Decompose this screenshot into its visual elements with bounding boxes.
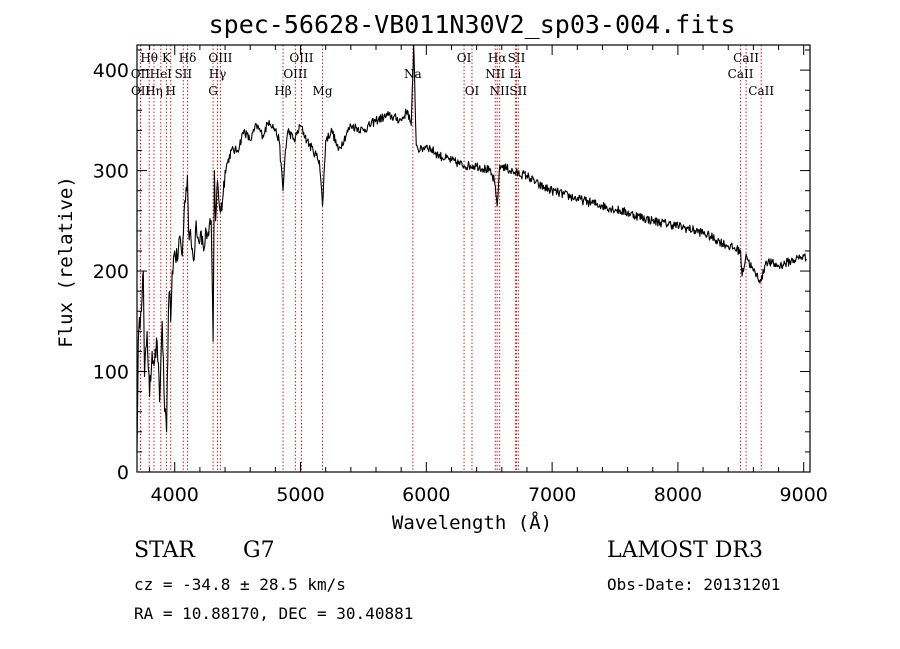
line-marker-label: Hη: [145, 84, 163, 98]
y-tick-label: 200: [93, 261, 129, 283]
line-marker-label: CaII: [748, 84, 774, 98]
line-marker-label: OI: [465, 84, 480, 98]
spectrum-line: [136, 44, 807, 452]
line-marker-label: Mg: [313, 84, 333, 98]
observation-date: Obs-Date: 20131201: [607, 575, 781, 594]
line-marker-label: CaII: [733, 51, 759, 65]
y-tick-label: 300: [93, 161, 129, 183]
object-subclass: G7: [243, 538, 275, 563]
line-marker-label: NII: [485, 67, 505, 81]
line-marker-label: Hδ: [179, 51, 197, 65]
y-tick-label: 400: [93, 60, 129, 82]
y-tick-label: 0: [117, 462, 129, 484]
x-tick-label: 4000: [151, 484, 199, 506]
y-tick-label: 100: [93, 362, 129, 384]
survey-name: LAMOST DR3: [607, 538, 763, 563]
line-marker-label: NII: [490, 84, 510, 98]
line-marker-label: CaII: [728, 67, 754, 81]
line-marker-label: SII: [509, 84, 527, 98]
x-tick-label: 5000: [276, 484, 324, 506]
line-marker-label: OIII: [208, 51, 232, 65]
line-marker-label: H: [165, 84, 175, 98]
coordinates: RA = 10.88170, DEC = 30.40881: [134, 604, 414, 623]
series-layer: [136, 44, 807, 452]
line-marker-label: Hα: [488, 51, 507, 65]
x-tick-label: 9000: [780, 484, 828, 506]
line-marker-label: Hγ: [209, 67, 227, 81]
x-tick-label: 6000: [402, 484, 450, 506]
line-marker-label: HeI: [150, 67, 173, 81]
chart-title: spec-56628-VB011N30V2_sp03-004.fits: [209, 10, 736, 39]
axis-ticks: 4000 5000 6000 7000 8000 9000 0 100 200 300 400: [93, 45, 828, 506]
line-marker-label: G: [208, 84, 218, 98]
y-axis-label: Flux (relative): [55, 176, 77, 348]
line-marker-label: Li: [509, 67, 521, 81]
line-marker-label: OII: [131, 84, 151, 98]
line-marker-label: SII: [174, 67, 192, 81]
x-tick-label: 8000: [654, 484, 702, 506]
object-class: STAR: [134, 538, 195, 563]
line-marker-label: Hβ: [274, 84, 291, 98]
line-marker-label: OIII: [283, 67, 307, 81]
line-marker-label: OI: [457, 51, 472, 65]
x-axis-label: Wavelength (Å): [392, 511, 552, 534]
redshift-info: cz = -34.8 ± 28.5 km/s: [134, 575, 346, 594]
plot-frame: [136, 44, 811, 473]
line-marker-label: SII: [508, 51, 526, 65]
line-marker-label: OIII: [289, 51, 313, 65]
line-marker-label: Hθ: [140, 51, 158, 65]
line-marker-label: K: [162, 51, 172, 65]
x-tick-label: 7000: [528, 484, 576, 506]
